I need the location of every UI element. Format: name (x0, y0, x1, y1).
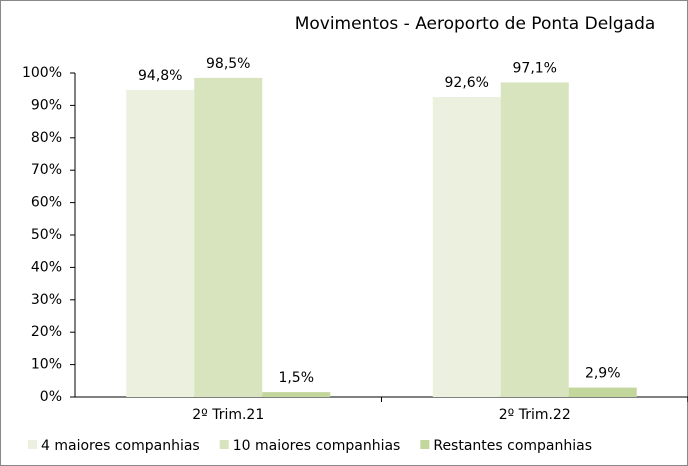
legend-swatch (219, 440, 229, 449)
bar (126, 89, 195, 398)
bar (500, 82, 569, 398)
legend-swatch (420, 440, 430, 449)
legend-label: 4 maiores companhias (41, 438, 200, 454)
x-tick-label: 2º Trim.22 (499, 407, 571, 423)
y-tick-label: 80% (31, 130, 62, 146)
y-tick-label: 90% (31, 97, 62, 113)
x-tick-label: 2º Trim.21 (192, 407, 264, 423)
value-label: 92,6% (445, 75, 489, 91)
legend-label: Restantes companhias (433, 438, 592, 454)
value-label: 2,9% (585, 366, 621, 382)
y-tick-label: 20% (31, 324, 62, 340)
y-tick-label: 0% (40, 389, 62, 405)
bar (194, 77, 263, 398)
chart-title: Movimentos - Aeroporto de Ponta Delgada (295, 14, 656, 34)
value-label: 98,5% (206, 56, 250, 72)
y-tick-label: 70% (31, 162, 62, 178)
y-tick-label: 50% (31, 227, 62, 243)
y-tick-label: 30% (31, 292, 62, 308)
value-label: 1,5% (278, 370, 314, 386)
bar (568, 387, 637, 397)
bar (432, 96, 501, 397)
bar (262, 392, 331, 397)
y-tick-label: 100% (22, 65, 62, 81)
value-label: 97,1% (513, 60, 557, 76)
legend-swatch (28, 440, 37, 449)
value-label: 94,8% (138, 68, 182, 84)
legend-label: 10 maiores companhias (233, 438, 401, 454)
y-tick-label: 40% (31, 259, 62, 275)
y-tick-label: 10% (31, 357, 62, 373)
y-tick-label: 60% (31, 195, 62, 211)
